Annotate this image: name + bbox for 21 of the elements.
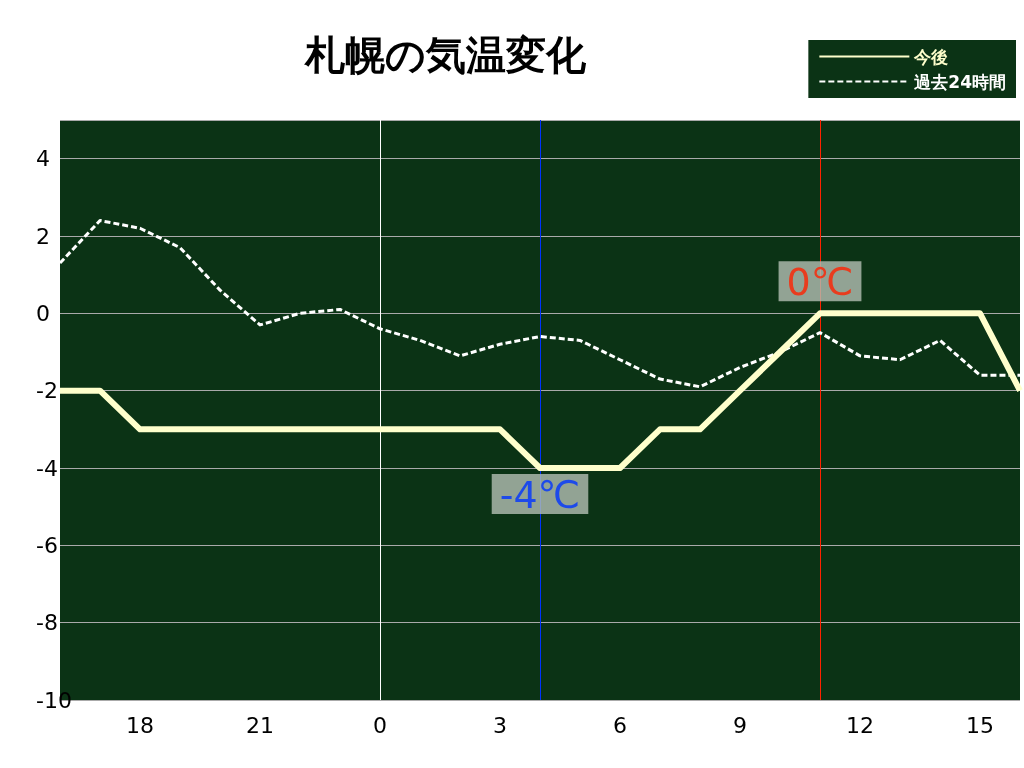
y-tick-label: -4: [36, 455, 58, 481]
x-tick-label: 18: [126, 712, 154, 738]
y-tick-label: -10: [36, 687, 72, 713]
text: 今後: [913, 46, 949, 67]
x-tick-label: 15: [966, 712, 994, 738]
y-tick-label: -6: [36, 532, 58, 558]
annotation: 0℃: [786, 260, 854, 305]
y-tick-label: -8: [36, 610, 58, 636]
y-tick-label: 4: [36, 146, 50, 172]
x-tick-label: 9: [733, 712, 747, 738]
x-tick-label: 12: [846, 712, 874, 738]
y-tick-label: 0: [36, 300, 50, 326]
x-tick-label: 0: [373, 712, 387, 738]
text: 過去24時間: [913, 71, 1007, 92]
y-tick-label: -2: [36, 378, 58, 404]
x-tick-label: 21: [246, 712, 274, 738]
x-tick-label: 3: [493, 712, 507, 738]
y-tick-label: 2: [36, 223, 50, 249]
chart-title: 札幌の気温変化: [304, 32, 587, 78]
x-tick-label: 6: [613, 712, 627, 738]
annotation: -4℃: [499, 473, 581, 517]
